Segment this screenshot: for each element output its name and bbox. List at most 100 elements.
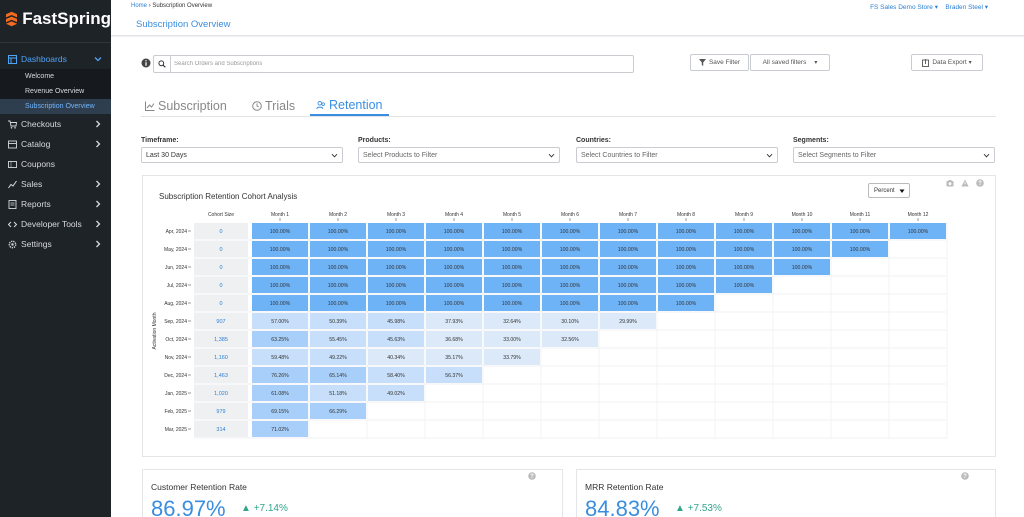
countries-select[interactable]: Select Countries to Filter: [576, 147, 778, 163]
cohort-size-value: 314: [216, 427, 225, 433]
cohort-size-value: 1,385: [214, 337, 228, 343]
cohort-cell: [716, 259, 772, 275]
cohort-cell: [658, 295, 714, 311]
cohort-cell: [890, 223, 946, 239]
search-button[interactable]: [154, 56, 171, 72]
cohort-row-label: Dec, 2024: [164, 373, 187, 379]
warning-icon[interactable]: [961, 179, 969, 187]
cohort-size-value: 1,463: [214, 373, 228, 379]
breadcrumb-home-link[interactable]: Home: [131, 3, 148, 9]
cohort-cell-value: 56.37%: [445, 373, 463, 379]
cohort-cell-value: 100.00%: [270, 283, 291, 289]
cohort-size-cell: [194, 421, 248, 437]
kpi-label: Customer Retention Rate: [151, 482, 247, 492]
sidebar-item-reports[interactable]: Reports: [0, 194, 111, 214]
cohort-cell: [310, 259, 366, 275]
sidebar-subitem-welcome[interactable]: Welcome: [25, 73, 55, 80]
cohort-size-cell: [194, 313, 248, 329]
cohort-cell: [368, 259, 424, 275]
tab-subscription[interactable]: Subscription: [145, 95, 227, 116]
brand-name: FastSpring: [22, 9, 111, 28]
sidebar-item-sales[interactable]: Sales: [0, 174, 111, 194]
tab-label: Subscription: [158, 98, 227, 113]
coupon-icon: [7, 159, 17, 169]
cohort-cell-value: 100.00%: [676, 229, 697, 235]
help-icon[interactable]: ?: [961, 472, 969, 480]
cohort-cell: [252, 223, 308, 239]
cohort-cell: [542, 223, 598, 239]
cohort-cell-value: 69.15%: [271, 409, 289, 415]
cohort-cell-value: 100.00%: [270, 265, 291, 271]
cohort-row-label: Sep, 2024: [164, 319, 187, 325]
tab-trials[interactable]: Trials: [252, 95, 295, 116]
cohort-cell-value: 35.17%: [445, 355, 463, 361]
search-input[interactable]: [174, 56, 624, 72]
cohort-cell-value: 37.93%: [445, 319, 463, 325]
cohort-cell: [542, 331, 598, 347]
cohort-cell-value: 100.00%: [676, 265, 697, 271]
month-header: Month 1: [271, 212, 289, 218]
cohort-cell: [368, 313, 424, 329]
cohort-cell: [252, 241, 308, 257]
camera-icon[interactable]: [946, 179, 954, 187]
cohort-cell-value: 76.26%: [271, 373, 289, 379]
cohort-cell-value: 57.00%: [271, 319, 289, 325]
user-menu[interactable]: Braden Steel ▾: [945, 3, 988, 11]
cohort-cell: [368, 277, 424, 293]
timeframe-select[interactable]: Last 30 Days: [141, 147, 343, 163]
data-export-button[interactable]: Data Export ▾: [911, 54, 983, 71]
cohort-cell-value: 63.25%: [271, 337, 289, 343]
cohort-cell-value: 100.00%: [444, 283, 465, 289]
bar-chart-icon: [145, 101, 155, 111]
cohort-cell-value: 65.14%: [329, 373, 347, 379]
caret-down-icon: ▾: [934, 4, 938, 11]
cohort-size-value: 1,020: [214, 391, 228, 397]
reports-icon: [7, 199, 17, 209]
countries-label: Countries:: [576, 137, 611, 144]
breadcrumb-current: Subscription Overview: [152, 3, 213, 9]
cohort-cell: [600, 277, 656, 293]
breadcrumb-separator: ›: [148, 3, 153, 9]
sidebar-item-settings[interactable]: Settings: [0, 234, 111, 254]
brand-logo[interactable]: FastSpring: [0, 0, 111, 38]
cohort-size-cell: [194, 349, 248, 365]
cohort-size-value: 0: [219, 247, 222, 253]
view-mode-select[interactable]: Percent: [868, 183, 910, 198]
cohort-cell-value: 50.39%: [329, 319, 347, 325]
cohort-cell: [310, 331, 366, 347]
sidebar-item-coupons[interactable]: Coupons: [0, 154, 111, 174]
cohort-cell-value: 100.00%: [386, 301, 407, 307]
cohort-row-label: Jan, 2025: [165, 391, 187, 397]
month-header: Month 2: [329, 212, 347, 218]
cohort-cell-value: 55.45%: [329, 337, 347, 343]
chevron-down-icon: [983, 153, 990, 158]
cohort-cell-value: 59.48%: [271, 355, 289, 361]
sidebar-item-dashboards[interactable]: Dashboards: [0, 49, 111, 69]
help-icon[interactable]: ?: [528, 472, 536, 480]
saved-filters-dropdown[interactable]: All saved filters ▾: [750, 54, 830, 71]
main-content: Save Filter All saved filters ▾ Data Exp…: [111, 37, 1024, 517]
sidebar-item-checkouts[interactable]: Checkouts: [0, 114, 111, 134]
sidebar-subitem-revenue-overview[interactable]: Revenue Overview: [25, 88, 85, 95]
cohort-cell: [484, 295, 540, 311]
cohort-cell: [252, 421, 308, 437]
cohort-cell-value: 40.34%: [387, 355, 405, 361]
products-select[interactable]: Select Products to Filter: [358, 147, 560, 163]
save-filter-button[interactable]: Save Filter: [690, 54, 749, 71]
products-label: Products:: [358, 137, 391, 144]
sidebar-item-developer-tools[interactable]: Developer Tools: [0, 214, 111, 234]
segments-placeholder: Select Segments to Filter: [798, 151, 877, 159]
segments-select[interactable]: Select Segments to Filter: [793, 147, 995, 163]
sidebar-subitem-subscription-overview[interactable]: Subscription Overview: [0, 99, 111, 114]
cohort-row-label: Mar, 2025: [165, 427, 187, 433]
svg-text:?: ?: [978, 181, 982, 187]
sidebar-item-catalog[interactable]: Catalog: [0, 134, 111, 154]
chevron-right-icon: [96, 120, 101, 128]
cohort-size-value: 0: [219, 301, 222, 307]
timeframe-value: Last 30 Days: [146, 151, 187, 159]
info-icon[interactable]: [141, 58, 151, 68]
customer-retention-card: ? Customer Retention Rate 86.97% ▲ +7.14…: [142, 469, 563, 517]
tab-retention[interactable]: Retention: [310, 95, 389, 116]
store-selector[interactable]: FS Sales Demo Store ▾: [870, 3, 938, 11]
help-icon[interactable]: ?: [976, 179, 984, 187]
